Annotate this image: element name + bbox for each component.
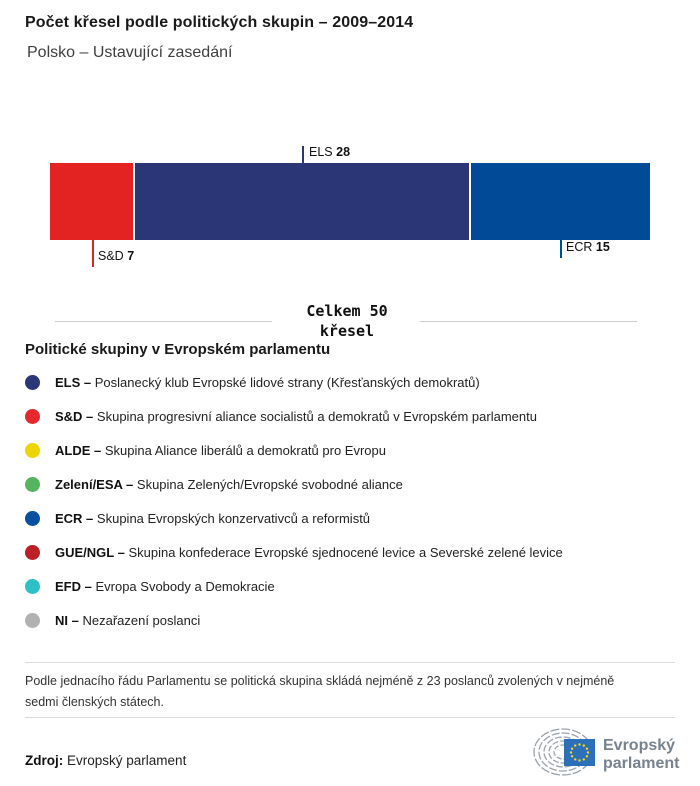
source-line: Zdroj: Evropský parlament <box>25 753 186 768</box>
legend-desc: Skupina progresivní aliance socialistů a… <box>96 408 537 424</box>
page-title: Počet křesel podle politických skupin – … <box>25 14 414 31</box>
legend-label: ELS – Poslanecký klub Evropské lidové st… <box>55 375 480 390</box>
legend-desc: Evropa Svobody a Demokracie <box>95 578 275 594</box>
legend-label: EFD – Evropa Svobody a Demokracie <box>55 579 275 594</box>
els-color-dot <box>25 374 40 390</box>
legend-desc: Skupina Zelených/Evropské svobodné alian… <box>136 476 403 492</box>
sd-callout-tick <box>92 240 94 267</box>
legend-desc: Skupina Aliance liberálů a demokratů pro… <box>104 442 386 458</box>
ecr-name: ECR <box>566 240 593 254</box>
legend-item-gue-ngl: GUE/NGL – Skupina konfederace Evropské s… <box>25 544 563 560</box>
total-line2: křesel <box>319 322 375 340</box>
stacked-seat-bar <box>50 163 650 240</box>
total-seats: Celkem 50 křesel <box>247 301 447 341</box>
legend-item-zeleni-esa: Zelení/ESA – Skupina Zelených/Evropské s… <box>25 476 403 492</box>
legend-item-ni: NI – Nezařazení poslanci <box>25 612 200 628</box>
legend-item-alde: ALDE – Skupina Aliance liberálů a demokr… <box>25 442 386 458</box>
legend-abbr: EFD – <box>55 578 92 594</box>
ecr-callout-label: ECR 15 <box>566 240 610 254</box>
ecr-value: 15 <box>595 240 610 254</box>
legend-label: S&D – Skupina progresivní aliance social… <box>55 409 537 424</box>
legend-desc: Nezařazení poslanci <box>82 612 201 628</box>
legend-item-ecr: ECR – Skupina Evropských konzervativců a… <box>25 510 370 526</box>
bar-segment-sd <box>50 163 134 240</box>
els-value: 28 <box>336 145 351 159</box>
ni-color-dot <box>25 612 40 628</box>
efd-color-dot <box>25 578 40 594</box>
ecr-callout-tick <box>560 240 562 258</box>
sd-name: S&D <box>98 249 124 263</box>
els-callout-label: ELS 28 <box>309 145 350 159</box>
bar-segment-ecr <box>471 163 650 240</box>
source-label: Zdroj: <box>25 753 64 768</box>
gue-ngl-color-dot <box>25 544 40 560</box>
legend-desc: Skupina konfederace Evropské sjednocené … <box>128 544 563 560</box>
total-line1: Celkem 50 <box>306 302 388 320</box>
bar-segment-els <box>135 163 470 240</box>
sd-value: 7 <box>127 249 135 263</box>
logo-text-line1: Evropský <box>603 737 675 754</box>
legend-label: Zelení/ESA – Skupina Zelených/Evropské s… <box>55 477 403 492</box>
source-value: Evropský parlament <box>67 753 187 768</box>
divider <box>25 662 675 663</box>
sd-callout-label: S&D 7 <box>98 249 134 263</box>
legend-abbr: GUE/NGL – <box>55 544 125 560</box>
footnote: Podle jednacího řádu Parlamentu se polit… <box>25 674 615 709</box>
legend-heading: Politické skupiny v Evropském parlamentu <box>25 341 331 358</box>
sd-color-dot <box>25 408 40 424</box>
els-name: ELS <box>309 145 333 159</box>
logo-text-line2: parlament <box>603 755 680 772</box>
total-rule-left <box>55 321 272 322</box>
els-callout-tick <box>302 146 304 163</box>
legend-abbr: ELS – <box>55 374 92 390</box>
legend-item-sd: S&D – Skupina progresivní aliance social… <box>25 408 537 424</box>
legend-label: ALDE – Skupina Aliance liberálů a demokr… <box>55 443 386 458</box>
eu-stars-icon <box>569 743 590 762</box>
legend-desc: Poslanecký klub Evropské lidové strany (… <box>94 374 480 390</box>
legend-label: NI – Nezařazení poslanci <box>55 613 200 628</box>
legend-abbr: S&D – <box>55 408 94 424</box>
legend-abbr: ECR – <box>55 510 94 526</box>
european-parliament-logo: Evropský parlament <box>533 728 680 776</box>
divider <box>25 717 675 718</box>
eu-flag-icon <box>564 739 595 766</box>
legend-abbr: Zelení/ESA – <box>55 476 134 492</box>
ecr-color-dot <box>25 510 40 526</box>
legend-abbr: NI – <box>55 612 79 628</box>
legend-abbr: ALDE – <box>55 442 102 458</box>
legend-desc: Skupina Evropských konzervativců a refor… <box>96 510 371 526</box>
zeleni-esa-color-dot <box>25 476 40 492</box>
alde-color-dot <box>25 442 40 458</box>
legend-label: ECR – Skupina Evropských konzervativců a… <box>55 511 370 526</box>
total-rule-right <box>420 321 637 322</box>
legend-label: GUE/NGL – Skupina konfederace Evropské s… <box>55 545 563 560</box>
legend-item-efd: EFD – Evropa Svobody a Demokracie <box>25 578 275 594</box>
page-subtitle: Polsko – Ustavující zasedání <box>27 44 233 61</box>
legend-item-els: ELS – Poslanecký klub Evropské lidové st… <box>25 374 480 390</box>
